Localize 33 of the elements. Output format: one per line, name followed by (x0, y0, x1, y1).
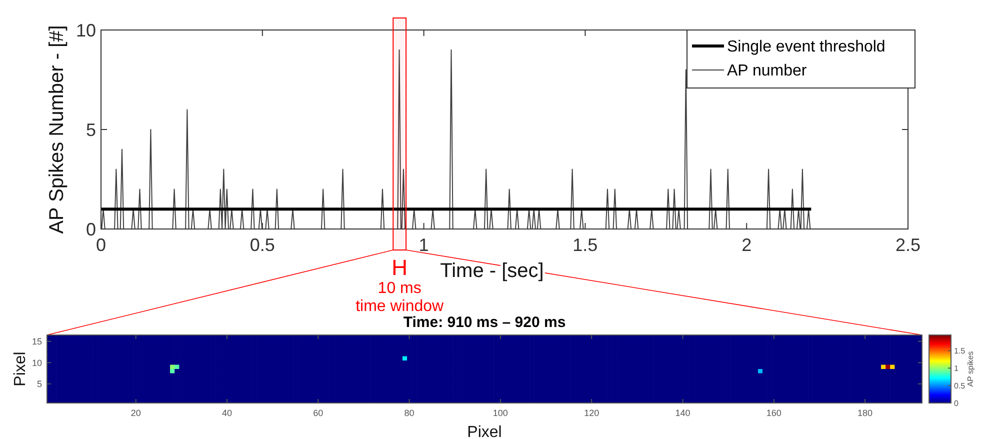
x-tick-label: 0.5 (250, 235, 275, 255)
chart-title: Time: 910 ms – 920 ms (403, 314, 566, 331)
x-axis-title: Pixel (467, 424, 502, 439)
x-tick-label: 180 (858, 408, 873, 418)
color-bar-label: 0 (954, 398, 959, 408)
color-bar-title: AP spikes (966, 351, 975, 387)
x-tick-label: 60 (313, 408, 324, 418)
y-tick-label: 0 (86, 219, 96, 240)
x-tick-label: 140 (675, 408, 690, 418)
y-axis-title: Pixel (12, 352, 29, 386)
x-tick-label: 1 (418, 235, 429, 255)
y-tick-label: 5 (36, 379, 42, 390)
color-bar-label: 1.5 (954, 346, 966, 356)
x-tick-label: 120 (584, 408, 600, 418)
text: H (392, 255, 408, 280)
y-tick-label: 15 (32, 336, 42, 347)
color-bar-label: 1 (954, 364, 959, 373)
x-tick-label: 80 (404, 408, 414, 418)
x-tick-label: 2.5 (895, 235, 921, 255)
x-tick-label: 2 (742, 235, 752, 255)
y-tick-label: 10 (32, 358, 42, 368)
legend-label: Single event threshold (727, 38, 886, 56)
legend-label: AP number (727, 62, 808, 80)
x-tick-label: 1.5 (572, 235, 598, 255)
y-axis-title: AP Spikes Number - [#] (46, 25, 68, 234)
y-tick-label: 5 (86, 120, 96, 140)
x-tick-label: 100 (492, 408, 508, 418)
text: 10 ms time window (356, 280, 444, 315)
x-tick-label: 40 (222, 408, 232, 418)
x-tick-label: 20 (130, 408, 141, 418)
y-tick-label: 10 (76, 20, 96, 40)
color-bar-label: 0.5 (954, 381, 966, 390)
x-tick-label: 160 (766, 408, 782, 418)
